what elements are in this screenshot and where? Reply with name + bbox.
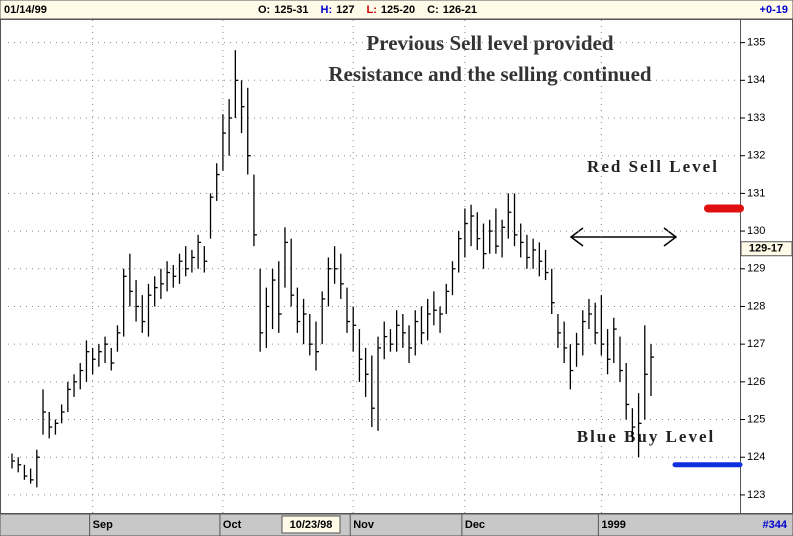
header-change: +0-19 [760, 4, 788, 16]
y-tick-label: 126 [747, 376, 765, 388]
y-tick-label: 125 [747, 413, 765, 425]
y-tick-label: 134 [747, 74, 765, 86]
footer-bar [0, 513, 793, 536]
cursor-box [281, 515, 341, 534]
header-field-label: L: [366, 4, 376, 16]
price-marker-box [740, 241, 793, 257]
header-field-value: 125-20 [381, 4, 415, 16]
header-field-label: H: [321, 4, 333, 16]
plot-frame [0, 19, 793, 514]
annotation: Resistance and the selling continued [328, 62, 652, 86]
y-tick-label: 123 [747, 489, 765, 501]
y-tick-label: 131 [747, 187, 765, 199]
annotation: Previous Sell level provided [366, 31, 613, 55]
header-field-value: 126-21 [443, 4, 477, 16]
y-tick-label: 132 [747, 150, 765, 162]
y-tick-label: 135 [747, 37, 765, 49]
y-tick-label: 127 [747, 338, 765, 350]
header-field-label: C: [427, 4, 439, 16]
x-tick-label: Sep [93, 519, 113, 531]
y-tick-label: 133 [747, 112, 765, 124]
x-tick-label: 1999 [601, 519, 625, 531]
header-field-label: O: [258, 4, 270, 16]
y-tick-label: 129 [747, 263, 765, 275]
header-field-value: 127 [336, 4, 354, 16]
buy-level-label: Blue Buy Level [577, 427, 716, 446]
y-tick-label: 130 [747, 225, 765, 237]
x-tick-label: Nov [353, 519, 375, 531]
header-date: 01/14/99 [4, 4, 47, 16]
chart-id: #344 [763, 519, 788, 531]
sell-level-label: Red Sell Level [587, 157, 719, 176]
x-tick-label: Oct [223, 519, 242, 531]
header-field-value: 125-31 [274, 4, 308, 16]
y-tick-label: 124 [747, 451, 765, 463]
cursor-label: 10/23/98 [290, 519, 333, 531]
price-marker-label: 129-17 [749, 243, 783, 255]
x-tick-label: Dec [465, 519, 485, 531]
y-tick-label: 128 [747, 300, 765, 312]
